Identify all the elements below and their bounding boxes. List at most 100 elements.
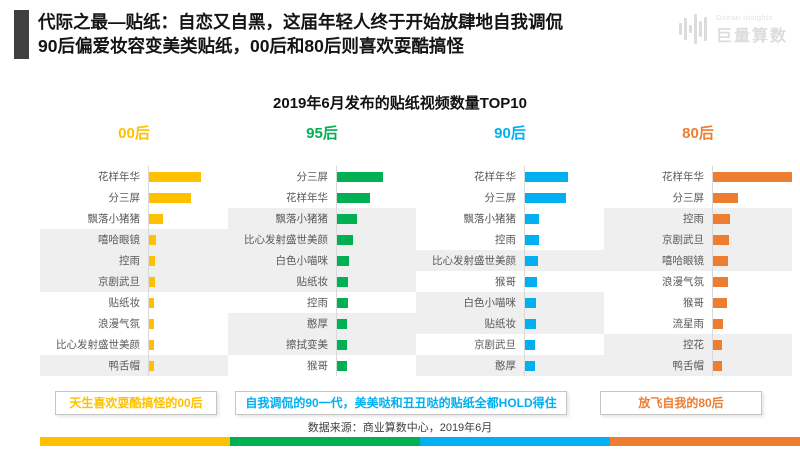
brand-logo: Ocean Insights 巨量算数: [678, 12, 788, 46]
sticker-row: 控雨: [604, 208, 792, 229]
value-bar: [525, 339, 535, 350]
sticker-row: 花样年华: [228, 187, 416, 208]
value-bar: [713, 339, 722, 350]
sticker-row: 分三屏: [604, 187, 792, 208]
sticker-row: 鸭舌帽: [40, 355, 228, 376]
value-bar: [149, 255, 155, 266]
column-header-95后: 95后: [306, 125, 338, 142]
sticker-label: 控雨: [307, 297, 328, 309]
sticker-row: 京剧武旦: [40, 271, 228, 292]
bar-area: [336, 313, 416, 334]
sticker-label: 分三屏: [484, 192, 517, 204]
sticker-label: 花样年华: [662, 171, 704, 183]
value-bar: [149, 360, 154, 371]
sticker-row: 猴哥: [416, 271, 604, 292]
sticker-label: 鸭舌帽: [108, 360, 141, 372]
sticker-row: 花样年华: [416, 166, 604, 187]
bar-area: [336, 208, 416, 229]
bar-area: [524, 334, 604, 355]
data-source: 数据来源：商业算数中心，2019年6月: [307, 422, 493, 434]
value-bar: [713, 318, 723, 329]
sticker-label: 白色小喵咪: [275, 255, 329, 267]
sticker-label: 浪漫气氛: [98, 318, 140, 330]
sticker-label: 飘落小猪猪: [275, 213, 329, 225]
bar-area: [336, 355, 416, 376]
bar-area: [712, 250, 792, 271]
sticker-label: 贴纸妆: [108, 297, 141, 309]
bar-area: [524, 250, 604, 271]
value-bar: [337, 213, 357, 224]
sticker-label: 京剧武旦: [98, 276, 140, 288]
value-bar: [525, 360, 535, 371]
bar-area: [336, 187, 416, 208]
value-bar: [525, 318, 536, 329]
generation-block-80后: 80后 花样年华 分三屏 控雨 京剧武旦 嘻哈眼镜 浪漫气氛 猴哥 流星雨 控花 鸭舌帽: [604, 122, 792, 376]
bar-area: [712, 355, 792, 376]
bottom-color-strip: [40, 437, 800, 446]
value-bar: [149, 234, 156, 245]
value-bar: [149, 213, 163, 224]
sticker-row: 白色小喵咪: [228, 250, 416, 271]
value-bar: [337, 171, 383, 182]
generation-block-00后: 00后 花样年华 分三屏 飘落小猪猪 嘻哈眼镜 控雨 京剧武旦 贴纸妆 浪漫气氛 比心发射盛世美颜…: [40, 122, 228, 376]
sticker-row: 浪漫气氛: [604, 271, 792, 292]
sticker-label: 花样年华: [286, 192, 328, 204]
sticker-label: 飘落小猪猪: [87, 213, 141, 225]
sticker-row: 比心发射盛世美颜: [416, 250, 604, 271]
sticker-row: 飘落小猪猪: [416, 208, 604, 229]
value-bar: [713, 213, 730, 224]
value-bar: [713, 297, 727, 308]
bar-area: [524, 187, 604, 208]
bar-area: [336, 271, 416, 292]
value-bar: [525, 192, 566, 203]
chart-columns: 00后 花样年华 分三屏 飘落小猪猪 嘻哈眼镜 控雨 京剧武旦 贴纸妆 浪漫气氛 比心发射盛世美颜…: [40, 122, 792, 376]
column-header-80后: 80后: [682, 125, 714, 142]
sticker-label: 比心发射盛世美颜: [244, 234, 328, 246]
value-bar: [525, 234, 539, 245]
annotation-box-2: 自我调侃的90一代，美美哒和丑丑哒的贴纸全都HOLD得住: [235, 391, 567, 415]
sticker-label: 猴哥: [495, 276, 516, 288]
sticker-row: 比心发射盛世美颜: [228, 229, 416, 250]
sticker-label: 擦拭变美: [286, 339, 328, 351]
sticker-row: 猴哥: [228, 355, 416, 376]
bar-area: [336, 229, 416, 250]
sticker-row: 嘻哈眼镜: [40, 229, 228, 250]
sticker-row: 花样年华: [604, 166, 792, 187]
sticker-row: 飘落小猪猪: [40, 208, 228, 229]
bar-area: [148, 271, 228, 292]
bar-area: [148, 208, 228, 229]
equalizer-bars-icon: [678, 12, 709, 46]
strip-segment: [230, 437, 420, 446]
sticker-label: 鸭舌帽: [672, 360, 705, 372]
value-bar: [337, 339, 347, 350]
slide-title-line2: 90后偏爱妆容变美类贴纸，00后和80后则喜欢耍酷搞怪: [38, 36, 464, 56]
generation-block-95后: 95后 分三屏 花样年华 飘落小猪猪 比心发射盛世美颜 白色小喵咪 贴纸妆 控雨 憨厚 擦拭变美猴…: [228, 122, 416, 376]
sticker-row: 擦拭变美: [228, 334, 416, 355]
value-bar: [525, 255, 538, 266]
sticker-label: 比心发射盛世美颜: [56, 339, 140, 351]
bar-area: [148, 166, 228, 187]
sticker-row: 京剧武旦: [416, 334, 604, 355]
sticker-label: 白色小喵咪: [463, 297, 517, 309]
sticker-row: 贴纸妆: [40, 292, 228, 313]
value-bar: [713, 171, 792, 182]
sticker-label: 控雨: [683, 213, 704, 225]
value-bar: [149, 339, 154, 350]
sticker-label: 嘻哈眼镜: [662, 255, 704, 267]
slide-header: 代际之最—贴纸：自恋又自黑，这届年轻人终于开始放肆地自我调侃 90后偏爱妆容变美…: [14, 10, 563, 59]
sticker-label: 憨厚: [307, 318, 328, 330]
sticker-label: 贴纸妆: [296, 276, 329, 288]
bar-area: [524, 313, 604, 334]
bar-area: [336, 292, 416, 313]
value-bar: [713, 234, 729, 245]
sticker-row: 控雨: [416, 229, 604, 250]
bar-area: [148, 334, 228, 355]
sticker-label: 控雨: [119, 255, 140, 267]
value-bar: [713, 255, 728, 266]
bar-area: [524, 271, 604, 292]
value-bar: [337, 318, 347, 329]
chart-title: 2019年6月发布的贴纸视频数量TOP10: [273, 95, 527, 112]
sticker-row: 憨厚: [228, 313, 416, 334]
bar-area: [148, 187, 228, 208]
sticker-label: 花样年华: [98, 171, 140, 183]
